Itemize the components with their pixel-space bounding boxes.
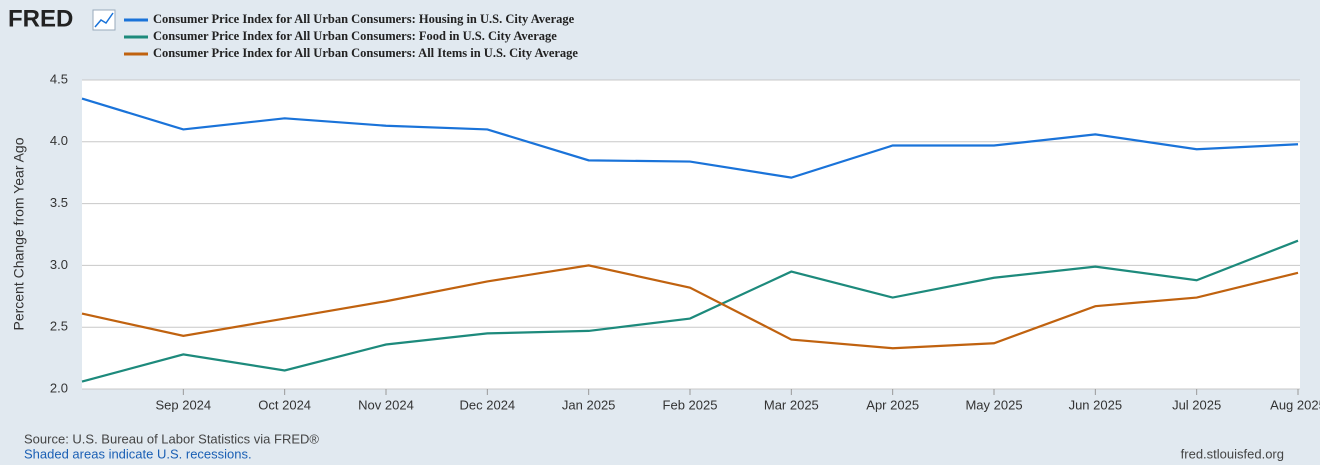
x-tick-label: Feb 2025 [663, 397, 718, 412]
y-tick-label: 3.0 [50, 257, 68, 272]
legend-label: Consumer Price Index for All Urban Consu… [153, 29, 557, 43]
x-tick-label: Jun 2025 [1069, 397, 1123, 412]
y-tick-label: 4.5 [50, 71, 68, 86]
y-tick-label: 3.5 [50, 195, 68, 210]
x-tick-label: Nov 2024 [358, 397, 414, 412]
y-tick-label: 2.0 [50, 380, 68, 395]
y-tick-label: 4.0 [50, 133, 68, 148]
x-tick-label: Apr 2025 [866, 397, 919, 412]
series-line [81, 97, 1299, 179]
legend-label: Consumer Price Index for All Urban Consu… [153, 12, 575, 26]
x-tick-label: Jul 2025 [1172, 397, 1221, 412]
y-axis-label: Percent Change from Year Ago [11, 137, 27, 330]
source: Source: U.S. Bureau of Labor Statistics … [24, 431, 319, 446]
plot-area [82, 80, 1300, 389]
x-tick-label: Mar 2025 [764, 397, 819, 412]
y-tick-label: 2.5 [50, 319, 68, 334]
logo: FRED [8, 5, 73, 32]
series-line [81, 264, 1299, 350]
legend-label: Consumer Price Index for All Urban Consu… [153, 46, 578, 60]
x-tick-label: Jan 2025 [562, 397, 616, 412]
url[interactable]: fred.stlouisfed.org [1181, 446, 1284, 461]
x-tick-label: Dec 2024 [460, 397, 516, 412]
note[interactable]: Shaded areas indicate U.S. recessions. [24, 446, 252, 461]
x-tick-label: Aug 2025 [1270, 397, 1320, 412]
x-tick-label: Oct 2024 [258, 397, 311, 412]
series-line [81, 239, 1299, 383]
logo-icon [92, 9, 116, 31]
x-tick-label: May 2025 [965, 397, 1022, 412]
x-tick-label: Sep 2024 [155, 397, 211, 412]
